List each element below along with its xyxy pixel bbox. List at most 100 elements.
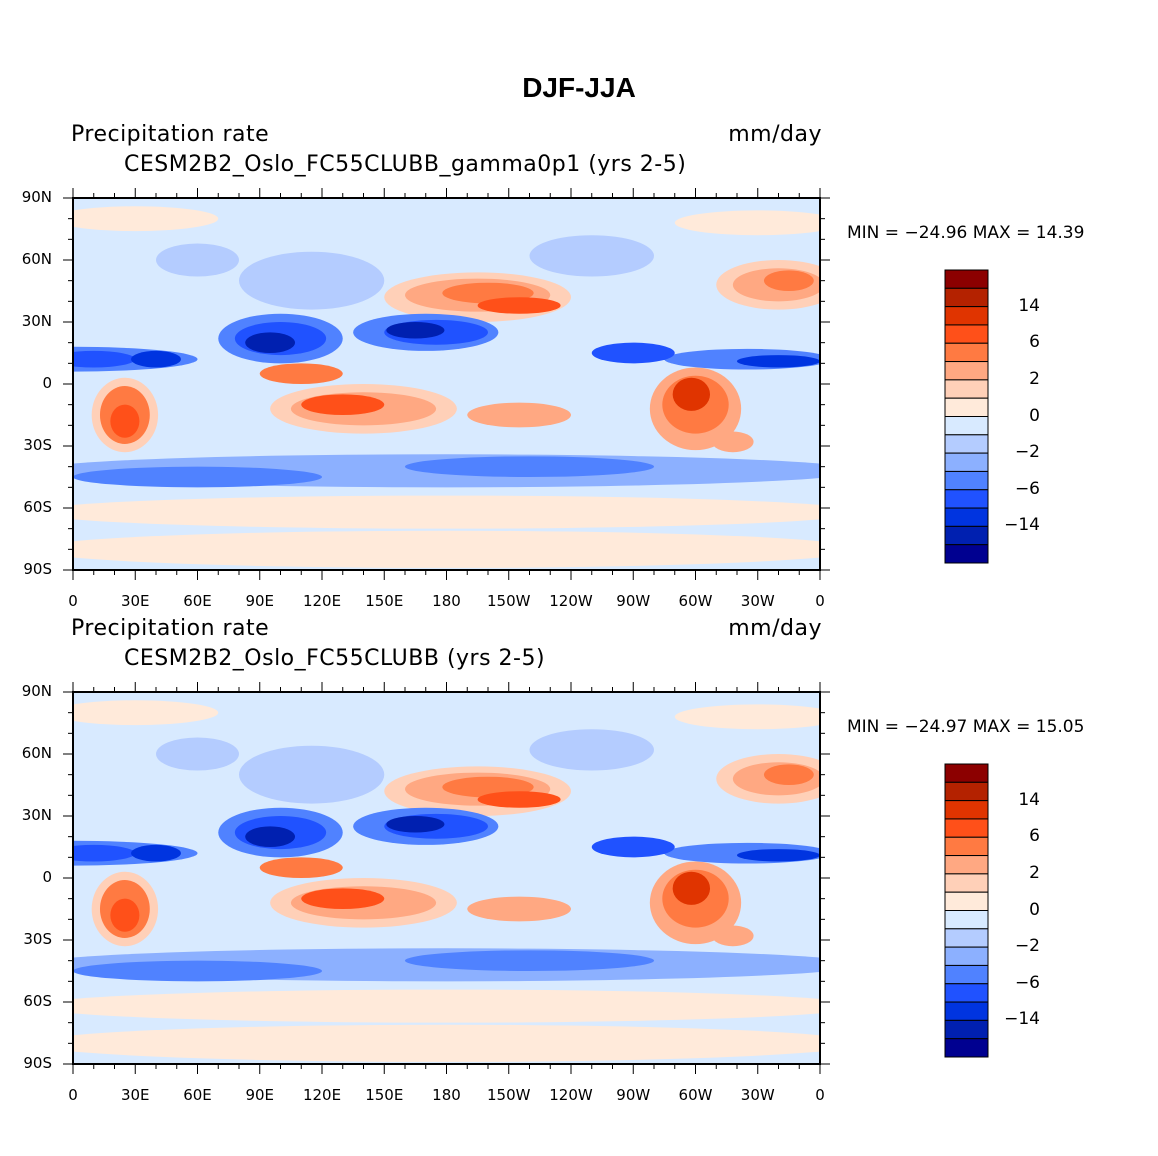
contour-region [529, 729, 654, 771]
colorbar-label: −14 [1004, 515, 1040, 536]
min-max-text: MIN = −24.97 MAX = 15.05 [847, 717, 1085, 737]
x-tick-label: 30E [120, 592, 150, 610]
contour-region [73, 960, 322, 982]
colorbar-swatch [944, 891, 989, 911]
colorbar-label: −6 [1014, 478, 1040, 499]
colorbar-swatch [944, 910, 989, 930]
colorbar-label: 2 [1029, 368, 1040, 389]
map-panel-2: Precipitation rate CESM2B2_Oslo_FC55CLUBB… [0, 0, 1158, 1104]
y-tick-label: 90S [23, 1054, 52, 1072]
x-tick-label: 60W [678, 592, 713, 610]
colorbar-label: −2 [1014, 936, 1040, 957]
colorbar-swatch [944, 818, 989, 838]
colorbar-swatch [944, 763, 989, 783]
colorbar-swatch [944, 1001, 989, 1021]
center-title: CESM2B2_Oslo_FC55CLUBB (yrs 2-5) [124, 646, 546, 671]
contour-region [672, 871, 711, 905]
contour-region [245, 332, 296, 354]
colorbar-swatch [944, 946, 989, 966]
contour-region [73, 844, 136, 862]
x-tick-label: 0 [68, 592, 78, 610]
contour-region [591, 342, 675, 364]
x-tick-label: 150E [365, 1086, 404, 1104]
contour-region [131, 844, 181, 862]
y-tick-label: 60S [23, 992, 52, 1010]
map-panel-1: Precipitation rate CESM2B2_Oslo_FC55CLUBB… [0, 0, 1158, 610]
contour-region [73, 350, 136, 368]
colorbar-label: 6 [1029, 332, 1040, 353]
x-tick-label: 0 [815, 1086, 825, 1104]
left-title: Precipitation rate [71, 616, 270, 641]
left-title: Precipitation rate [71, 122, 270, 147]
contour-region [477, 297, 561, 314]
contour-region [73, 495, 820, 529]
y-tick-label: 60S [23, 498, 52, 516]
colorbar-swatch [944, 1019, 989, 1040]
x-tick-label: 120W [549, 592, 593, 610]
colorbar-swatch [944, 964, 989, 985]
colorbar-swatch [944, 983, 989, 1003]
y-tick-label: 60N [21, 744, 52, 762]
contour-region [73, 989, 820, 1023]
colorbar-swatch [944, 544, 989, 564]
contour-region [73, 700, 219, 726]
contour-region [73, 206, 219, 232]
contour-region [131, 350, 181, 368]
contour-region [156, 243, 239, 277]
precip-contours [73, 206, 820, 568]
contour-region [467, 896, 571, 922]
contour-region [763, 270, 814, 292]
colorbar-label: 14 [1018, 295, 1040, 316]
contour-region [737, 355, 820, 368]
contour-region [591, 836, 675, 858]
x-tick-label: 60W [678, 1086, 713, 1104]
x-tick-label: 60E [183, 1086, 212, 1104]
colorbar-label: −6 [1014, 972, 1040, 993]
contour-region [529, 235, 654, 277]
contour-region [712, 925, 754, 947]
x-tick-label: 30W [740, 592, 775, 610]
contour-region [467, 402, 571, 428]
figure-title: DJF-JJA [522, 72, 636, 103]
contour-region [239, 745, 385, 804]
right-title: mm/day [728, 616, 822, 641]
contour-region [405, 456, 654, 478]
x-tick-label: 60E [183, 592, 212, 610]
colorbar-label: 0 [1029, 899, 1040, 920]
colorbar-swatch [944, 873, 989, 893]
x-tick-label: 120W [549, 1086, 593, 1104]
colorbar-label: 0 [1029, 405, 1040, 426]
contour-region [386, 321, 445, 339]
precip-contours [73, 700, 820, 1062]
y-tick-label: 90N [21, 682, 52, 700]
x-tick-label: 90W [616, 592, 651, 610]
contour-region [110, 898, 140, 932]
min-max-text: MIN = −24.96 MAX = 14.39 [847, 223, 1085, 243]
contour-region [674, 704, 820, 730]
y-tick-label: 30S [23, 436, 52, 454]
x-tick-label: 0 [68, 1086, 78, 1104]
contour-region [301, 394, 385, 416]
contour-region [110, 404, 140, 438]
right-title: mm/day [728, 122, 822, 147]
x-tick-label: 120E [302, 1086, 342, 1104]
contour-region [672, 377, 711, 411]
x-tick-label: 150W [487, 1086, 531, 1104]
colorbar-swatch [944, 836, 989, 857]
contour-region [245, 826, 296, 848]
x-tick-label: 180 [432, 592, 461, 610]
y-tick-label: 0 [42, 868, 52, 886]
contour-region [259, 363, 343, 385]
x-tick-label: 180 [432, 1086, 461, 1104]
contour-region [477, 791, 561, 808]
colorbar-swatch [944, 928, 989, 948]
x-tick-label: 150W [487, 592, 531, 610]
colorbar-label: 6 [1029, 826, 1040, 847]
x-tick-label: 90E [245, 1086, 275, 1104]
x-tick-label: 90E [245, 592, 275, 610]
colorbar-label: −2 [1014, 442, 1040, 463]
colorbar-label: 2 [1029, 862, 1040, 883]
contour-region [301, 888, 385, 910]
